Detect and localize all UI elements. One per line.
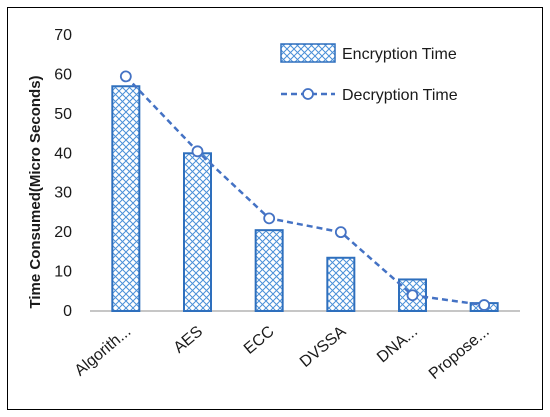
decryption-marker [406,289,419,302]
y-tick-label: 50 [54,106,72,123]
y-axis-label: Time Consumed(Micro Seconds) [27,75,44,308]
decryption-line [124,75,485,307]
decryption-marker [119,70,132,83]
y-tick-label: 30 [54,185,72,202]
legend: Encryption Time Decryption Time [280,43,458,104]
legend-encryption-swatch [280,43,336,63]
y-axis-ticks: 0 10 20 30 40 50 60 70 [54,27,72,320]
y-tick-label: 0 [63,303,72,320]
y-tick-label: 10 [54,264,72,281]
encryption-bar [183,152,212,312]
decryption-marker [263,212,276,225]
encryption-bar [111,85,141,312]
legend-decryption-label: Decryption Time [342,87,458,104]
y-tick-label: 40 [54,145,72,162]
chart-frame [7,7,543,410]
x-axis-ticks: Algorith... AES ECC DVSSA DNA... Propose... [72,323,493,383]
y-tick-label: 60 [54,66,72,83]
x-tick-label: ECC [241,323,278,358]
x-tick-label: DVSSA [297,323,350,371]
encryption-bar [326,256,356,312]
y-tick-label: 20 [54,224,72,241]
y-tick-label: 70 [54,27,72,44]
x-tick-label: Propose... [426,323,493,383]
encryption-bar [254,229,284,313]
legend-decryption-marker [302,88,314,100]
decryption-marker [478,299,491,311]
decryption-marker [191,145,204,158]
x-tick-label: AES [171,323,206,357]
decryption-markers [119,70,491,311]
decryption-marker [334,226,347,239]
legend-encryption-label: Encryption Time [342,46,457,63]
encryption-bars [111,85,499,313]
x-tick-label: Algorith... [72,323,135,379]
x-tick-label: DNA... [374,323,421,366]
